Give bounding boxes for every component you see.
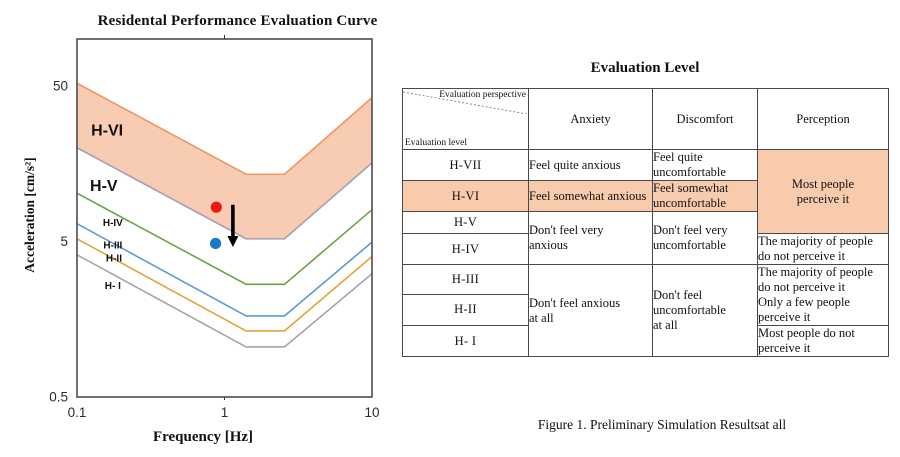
zone-label-h-vi: H-VI — [91, 123, 123, 140]
h-ii-boundary-curve — [76, 254, 373, 348]
table-row-h-iv: H-IV The majority of people do not perce… — [402, 233, 889, 265]
zone-label-h-v: H-V — [90, 178, 118, 195]
table-title: Evaluation Level — [590, 60, 700, 76]
diagonal-divider — [403, 91, 527, 114]
level-cell: H-V — [402, 211, 529, 234]
column-header-anxiety: Anxiety — [528, 88, 653, 150]
level-cell-highlighted: H-VI — [402, 180, 529, 212]
column-header-perception: Perception — [757, 88, 889, 150]
zone-label-h-i: H- I — [105, 281, 121, 292]
h-vi-lower-curve — [76, 146, 373, 240]
table-row-h-ii: H-II — [402, 293, 889, 327]
h-vi-upper-curve — [76, 82, 373, 176]
x-axis-label: Frequency [Hz] — [152, 429, 254, 445]
x-tick-label: 0.1 — [68, 405, 87, 420]
perception-cell: Most people perceive it — [757, 149, 889, 234]
level-cell: H-II — [402, 293, 529, 327]
h-iv-boundary-curve — [76, 222, 373, 317]
chart-title: Residental Performance Evaluation Curve — [97, 13, 378, 29]
figure-caption: Figure 1. Preliminary Simulation Results… — [537, 417, 787, 432]
zone-label-h-ii: H-II — [106, 254, 122, 265]
level-cell: H-VII — [402, 149, 529, 181]
y-tick-label: 0.5 — [49, 390, 68, 405]
discomfort-cell: Don't feel uncomfortable at all — [652, 264, 758, 357]
level-cell: H- I — [402, 325, 529, 357]
anxiety-cell: Don't feel anxious at all — [528, 264, 653, 357]
table-header-row: Evaluation perspective Evaluation level … — [402, 88, 889, 150]
corner-label-perspective: Evaluation perspective — [439, 90, 526, 100]
h-iii-boundary-curve — [76, 238, 373, 332]
h-vi-band — [77, 83, 372, 239]
zone-label-h-iv: H-IV — [103, 218, 123, 229]
y-axis-label: Acceleration [cm/s²] — [22, 157, 37, 273]
table-row-h-vii: H-VII Feel quite anxious Feel quite unco… — [402, 149, 889, 234]
corner-header-cell: Evaluation perspective Evaluation level — [402, 88, 529, 150]
anxiety-cell: Don't feel very anxious — [528, 211, 653, 265]
anxiety-cell: Feel quite anxious — [528, 149, 653, 181]
table-row-h-i: H- I Most people do not perceive it — [402, 325, 889, 357]
x-tick-label: 10 — [364, 405, 379, 420]
y-tick-label: 5 — [60, 234, 68, 249]
performance-chart: 0.1 1 10 50 5 0.5 H-VI H-V H-IV H-III H-II H- I — [49, 35, 380, 420]
y-tick-label: 50 — [53, 78, 68, 93]
anxiety-cell-highlighted: Feel somewhat anxious — [528, 180, 653, 212]
level-cell: H-IV — [402, 233, 529, 265]
zone-label-h-iii: H-III — [103, 240, 122, 251]
discomfort-cell: Don't feel very uncomfortable — [652, 211, 758, 265]
blue-point — [209, 237, 222, 250]
column-header-discomfort: Discomfort — [652, 88, 758, 150]
h-v-boundary-curve — [76, 192, 373, 286]
discomfort-cell: Feel quite uncomfortable — [652, 149, 758, 181]
evaluation-table: Evaluation perspective Evaluation level … — [402, 88, 889, 357]
corner-label-level: Evaluation level — [405, 138, 467, 148]
down-arrow-head — [227, 236, 239, 248]
perception-cell: Most people do not perceive it — [757, 325, 889, 357]
perception-cell: The majority of people do not perceive i… — [757, 233, 889, 265]
table-row-h-iii: H-III Don't feel anxious at all Don't fe… — [402, 264, 889, 357]
level-cell: H-III — [402, 264, 529, 295]
discomfort-cell-highlighted: Feel somewhat uncomfortable — [652, 180, 758, 212]
perception-cell: The majority of people do not perceive i… — [757, 264, 889, 326]
red-point — [210, 201, 222, 213]
x-tick-label: 1 — [221, 405, 229, 420]
